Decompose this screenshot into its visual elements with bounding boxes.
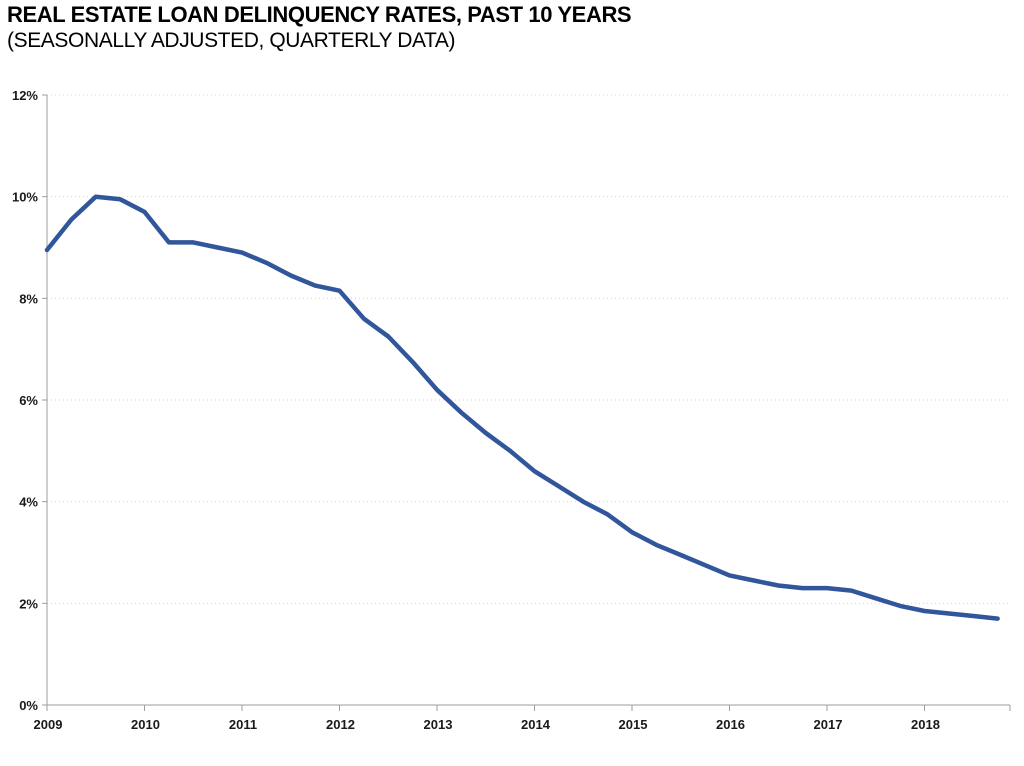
chart-subtitle: (SEASONALLY ADJUSTED, QUARTERLY DATA): [7, 29, 456, 52]
x-axis-label: 2009: [34, 717, 63, 732]
x-axis-label: 2016: [716, 717, 745, 732]
x-axis-label: 2011: [229, 717, 257, 732]
y-axis-label: 12%: [12, 88, 38, 103]
y-axis-label: 10%: [12, 190, 38, 205]
x-axis-label: 2010: [131, 717, 160, 732]
x-axis-label: 2015: [619, 717, 648, 732]
y-axis-label: 8%: [19, 291, 38, 306]
y-axis-label: 4%: [19, 495, 38, 510]
x-axis-label: 2018: [911, 717, 940, 732]
y-axis-label: 0%: [19, 698, 38, 713]
x-axis-label: 2012: [326, 717, 355, 732]
data-line-delinquency-rate: [44, 194, 1000, 621]
y-axis-label: 2%: [19, 596, 38, 611]
chart-title: REAL ESTATE LOAN DELINQUENCY RATES, PAST…: [7, 2, 632, 27]
x-axis-label: 2017: [814, 717, 843, 732]
x-axis-label: 2014: [521, 717, 551, 732]
y-axis-label: 6%: [19, 393, 38, 408]
x-axis-label: 2013: [424, 717, 453, 732]
